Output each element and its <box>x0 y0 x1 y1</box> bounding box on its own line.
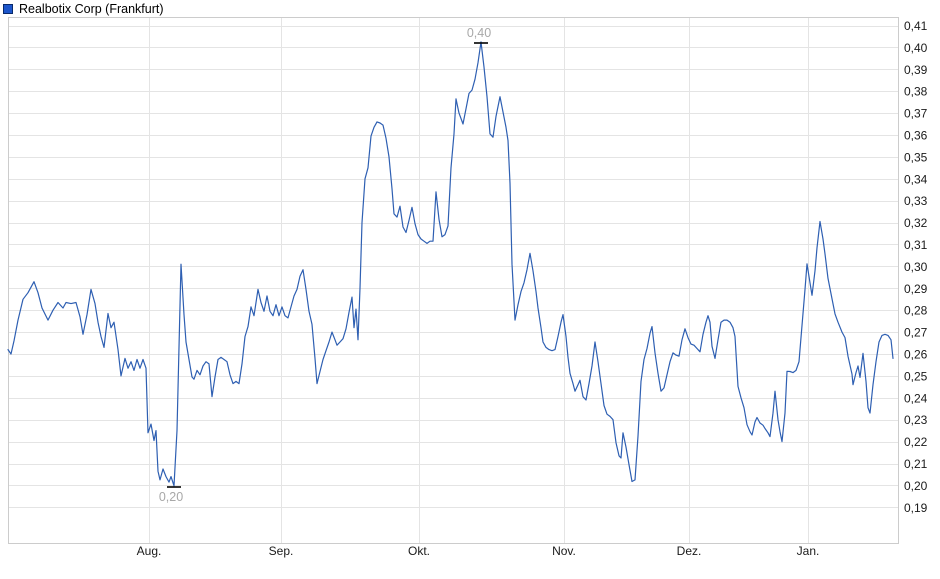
price-line[interactable] <box>7 41 894 487</box>
y-axis-label: 0,28 <box>904 304 928 318</box>
x-axis-label: Sep. <box>269 544 294 558</box>
y-axis-label: 0,40 <box>904 41 928 55</box>
y-axis-label: 0,30 <box>904 260 928 274</box>
y-axis-label: 0,32 <box>904 216 928 230</box>
y-axis-label: 0,38 <box>904 85 928 99</box>
chart-title: Realbotix Corp (Frankfurt) <box>19 2 164 16</box>
series-legend-marker-icon <box>3 4 13 14</box>
y-axis-label: 0,31 <box>904 238 928 252</box>
x-axis-label: Nov. <box>552 544 576 558</box>
x-axis-label: Jan. <box>797 544 820 558</box>
legend: Realbotix Corp (Frankfurt) <box>3 2 164 16</box>
x-axis-label: Aug. <box>137 544 162 558</box>
y-axis-label: 0,20 <box>904 479 928 493</box>
x-axis-label: Okt. <box>408 544 430 558</box>
low-annotation-label: 0,20 <box>159 490 183 504</box>
y-axis-label: 0,26 <box>904 348 928 362</box>
y-axis-label: 0,39 <box>904 63 928 77</box>
y-axis-label: 0,27 <box>904 326 928 340</box>
y-axis-label: 0,19 <box>904 501 928 515</box>
y-axis-label: 0,35 <box>904 150 928 164</box>
y-axis-label: 0,22 <box>904 435 928 449</box>
y-axis-label: 0,33 <box>904 194 928 208</box>
high-annotation-label: 0,40 <box>467 26 491 40</box>
y-axis-label: 0,24 <box>904 391 928 405</box>
y-axis-label: 0,36 <box>904 129 928 143</box>
y-axis-label: 0,37 <box>904 107 928 121</box>
y-axis-label: 0,23 <box>904 413 928 427</box>
y-axis-label: 0,21 <box>904 457 928 471</box>
y-axis-label: 0,25 <box>904 369 928 383</box>
plot-frame <box>8 17 899 544</box>
x-axis-label: Dez. <box>677 544 702 558</box>
y-axis-label: 0,34 <box>904 172 928 186</box>
y-axis-label: 0,29 <box>904 282 928 296</box>
y-axis-label: 0,41 <box>904 19 928 33</box>
